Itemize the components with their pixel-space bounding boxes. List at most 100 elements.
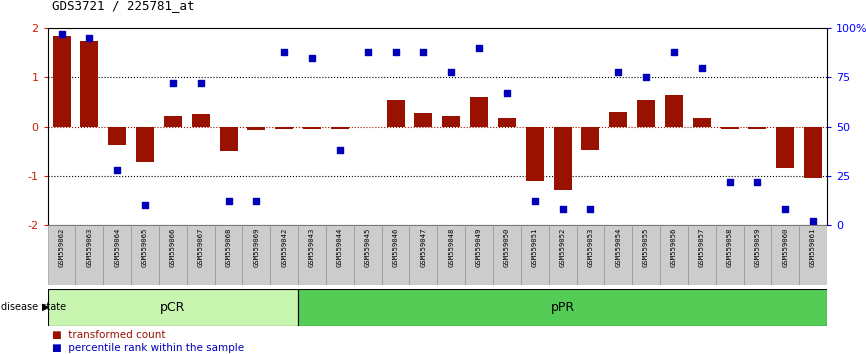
Point (444, 69, 458, 74)
Text: GSM559061: GSM559061 (810, 227, 816, 267)
Bar (331, 126, 349, 129)
Text: GSM559055: GSM559055 (643, 227, 650, 267)
Text: GSM559064: GSM559064 (114, 227, 120, 267)
Bar (414, 113, 432, 126)
Point (417, 49, 430, 55)
Bar (108, 126, 126, 145)
Text: GDS3721 / 225781_at: GDS3721 / 225781_at (52, 0, 195, 12)
Text: GSM559057: GSM559057 (699, 227, 705, 267)
Bar (275, 126, 294, 129)
Point (305, 55, 319, 61)
Bar (609, 112, 627, 126)
Bar (799, 225, 827, 285)
Bar (721, 126, 739, 129)
Bar (520, 225, 549, 285)
Bar (693, 118, 711, 126)
Text: GSM559046: GSM559046 (392, 227, 398, 267)
Bar (410, 225, 437, 285)
Bar (354, 225, 382, 285)
Text: GSM559059: GSM559059 (754, 227, 760, 267)
Bar (187, 225, 215, 285)
Text: GSM559048: GSM559048 (449, 227, 455, 267)
Point (722, 179, 736, 184)
Bar (81, 41, 99, 126)
Text: GSM559047: GSM559047 (420, 227, 426, 267)
Bar (248, 126, 266, 130)
Bar (715, 225, 744, 285)
Text: GSM559043: GSM559043 (309, 227, 315, 267)
Bar (159, 225, 187, 285)
Bar (215, 225, 242, 285)
Bar (48, 225, 75, 285)
Point (389, 49, 403, 55)
Bar (526, 126, 544, 181)
Text: disease state: disease state (1, 302, 66, 312)
Bar (386, 99, 404, 126)
Point (277, 49, 291, 55)
Bar (382, 225, 410, 285)
Point (166, 80, 180, 86)
Bar (191, 114, 210, 126)
Point (110, 167, 124, 173)
Point (584, 206, 598, 212)
Bar (604, 225, 632, 285)
Bar (131, 225, 159, 285)
Bar (219, 126, 237, 151)
Point (500, 90, 514, 96)
Bar (75, 225, 103, 285)
Bar (48, 289, 298, 326)
Text: GSM559067: GSM559067 (197, 227, 204, 267)
Point (667, 49, 681, 55)
Point (333, 147, 346, 153)
Text: GSM559049: GSM559049 (476, 227, 482, 267)
Point (82, 35, 96, 41)
Bar (804, 126, 822, 178)
Bar (637, 99, 656, 126)
Text: GSM559058: GSM559058 (727, 227, 733, 267)
Text: GSM559050: GSM559050 (504, 227, 510, 267)
Text: pPR: pPR (551, 301, 575, 314)
Point (55, 32, 68, 37)
Text: GSM559060: GSM559060 (782, 227, 788, 267)
Text: GSM559042: GSM559042 (281, 227, 288, 267)
Bar (136, 126, 154, 162)
Bar (326, 225, 354, 285)
Bar (688, 225, 715, 285)
Bar (772, 225, 799, 285)
Bar (437, 225, 465, 285)
Text: ▶: ▶ (42, 302, 49, 312)
Text: ■  percentile rank within the sample: ■ percentile rank within the sample (52, 343, 244, 353)
Bar (270, 225, 298, 285)
Text: GSM559069: GSM559069 (254, 227, 260, 267)
Bar (498, 118, 516, 126)
Point (779, 206, 792, 212)
Bar (493, 225, 520, 285)
Point (138, 202, 152, 208)
Bar (553, 126, 572, 190)
Point (472, 45, 486, 51)
Point (639, 75, 653, 80)
Bar (298, 289, 827, 326)
Text: ■  transformed count: ■ transformed count (52, 330, 165, 339)
Point (249, 198, 263, 204)
Text: GSM559066: GSM559066 (170, 227, 176, 267)
Text: GSM559045: GSM559045 (365, 227, 371, 267)
Point (695, 65, 708, 70)
Point (222, 198, 236, 204)
Bar (744, 225, 772, 285)
Bar (748, 126, 766, 129)
Text: GSM559063: GSM559063 (87, 227, 93, 267)
Bar (103, 225, 131, 285)
Bar (164, 116, 182, 126)
Bar (776, 126, 794, 168)
Bar (660, 225, 688, 285)
Text: GSM559044: GSM559044 (337, 227, 343, 267)
Point (361, 49, 375, 55)
Bar (632, 225, 660, 285)
Text: pCR: pCR (160, 301, 185, 314)
Bar (549, 225, 577, 285)
Bar (443, 116, 461, 126)
Text: GSM559062: GSM559062 (59, 227, 65, 267)
Text: GSM559051: GSM559051 (532, 227, 538, 267)
Point (527, 198, 541, 204)
